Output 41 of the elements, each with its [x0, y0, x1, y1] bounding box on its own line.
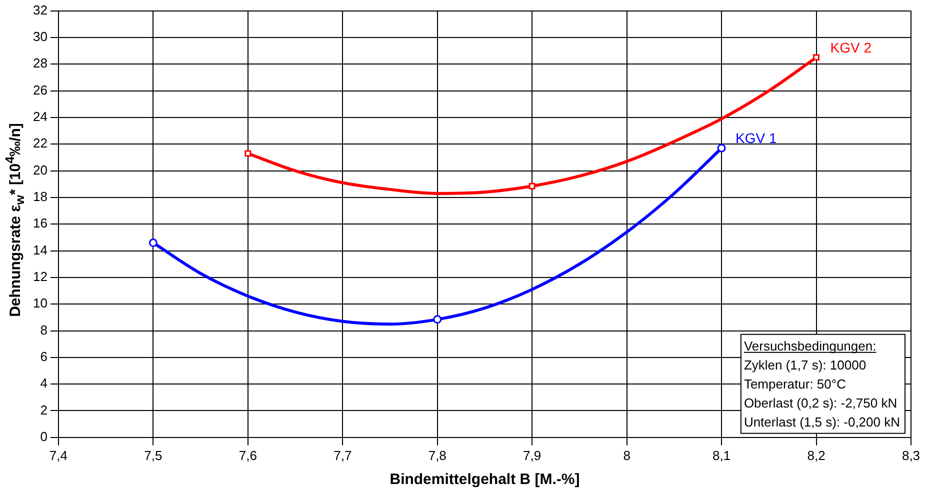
annotation: Oberlast (0,2 s): -2,750 kN [744, 395, 898, 410]
x-tick-label: 7,7 [334, 448, 352, 463]
y-tick-label: 16 [32, 216, 48, 231]
y-tick-label: 30 [32, 29, 48, 44]
y-tick-label: 6 [40, 348, 48, 364]
x-tick-label: 8 [623, 448, 630, 463]
annotation: Unterlast (1,5 s): -0,200 kN [744, 414, 900, 430]
x-tick-label: 7,5 [144, 448, 162, 463]
y-tick-label: 24 [32, 109, 48, 124]
y-tick-label: 14 [32, 242, 48, 258]
x-tick-label: 7,6 [238, 448, 257, 463]
x-tick-label: 8,1 [712, 448, 731, 463]
y-tick-label: 8 [40, 322, 48, 338]
x-axis-title: Bindemittelgehalt B [M.-%] [390, 471, 580, 488]
series-label: KGV 2 [830, 39, 872, 56]
point [244, 150, 252, 157]
x-tick-label: 7,9 [523, 448, 542, 463]
y-tick-label: 32 [32, 2, 48, 18]
y-tick-label: 20 [32, 162, 48, 178]
y-tick-label: 18 [32, 189, 48, 204]
point [813, 54, 820, 61]
x-tick-label: 7,4 [49, 448, 68, 463]
y-tick-label: 28 [32, 56, 48, 71]
x-tick-label: 8,2 [807, 448, 826, 463]
y-tick-label: 22 [32, 136, 48, 151]
x-tick-label: 7,8 [428, 448, 446, 463]
annotation: Temperatur: 50°C [744, 376, 846, 392]
annotation: Zyklen (1,7 s): 10000 [744, 357, 866, 372]
point [433, 315, 442, 324]
y-tick-label: 12 [32, 269, 48, 284]
point [528, 182, 536, 190]
y-tick-label: 4 [40, 376, 48, 391]
x-tick-label: 8,3 [902, 448, 920, 463]
point [148, 238, 158, 248]
point [717, 144, 726, 152]
y-tick-label: 26 [32, 82, 48, 98]
y-tick-label: 0 [40, 428, 48, 444]
series-label: KGV 1 [736, 130, 777, 146]
y-tick-label: 10 [32, 296, 48, 311]
annotation: Versuchsbedingungen: [744, 338, 876, 354]
y-tick-label: 2 [40, 402, 48, 418]
